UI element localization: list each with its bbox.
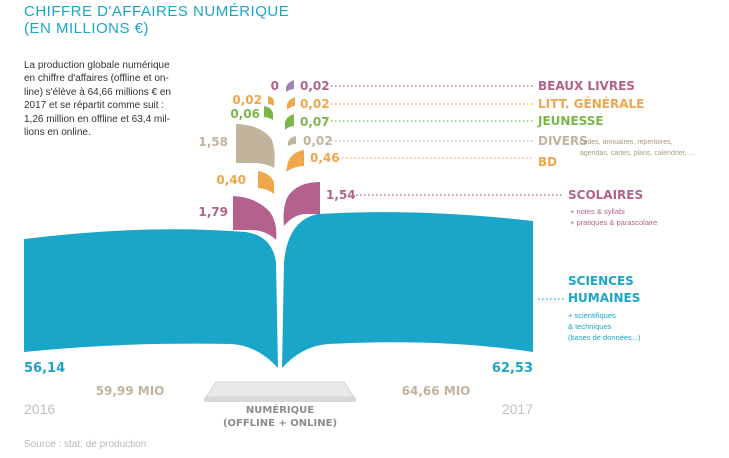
center-label: (OFFLINE + ONLINE) (223, 418, 337, 429)
category-sublabel-scolaires: + pratiques & parascolaire (570, 218, 657, 227)
bar-2017-bd (286, 150, 304, 172)
bar-2017-sciences-humaines (282, 212, 533, 368)
value-label-2016-jeunesse: 0,06 (230, 107, 260, 121)
value-label-2017-sciences-humaines: 62,53 (492, 361, 533, 376)
title-line-2: (EN MILLIONS €) (24, 20, 150, 37)
value-label-2017-scolaires: 1,54 (326, 188, 356, 202)
page-title: CHIFFRE D'AFFAIRES NUMÉRIQUE (EN MILLION… (24, 3, 289, 37)
category-sublabel-sciences-humaines: (bases de données...) (568, 333, 641, 342)
category-sublabel-sciences-humaines: + scientifiques (568, 311, 616, 320)
category-label-divers: DIVERS (538, 134, 588, 148)
intro-text: La production globale numérique en chiff… (24, 59, 194, 139)
bar-2017-jeunesse (285, 114, 294, 130)
category-label-beaux-livres: BEAUX LIVRES (538, 79, 635, 93)
intro-line: en chiffre d'affaires (offline et on- (24, 73, 169, 85)
category-sublabel-divers: codes, annuaires, repertoires, (580, 139, 673, 146)
source-note: Source : stat. de production (24, 439, 147, 450)
year-2016: 2016 (24, 401, 55, 417)
category-label-litt-generale: LITT. GÉNÉRALE (538, 96, 644, 111)
intro-line: line) s'élève à 64,66 millions € en (24, 86, 171, 98)
category-sublabel-scolaires: + notes & syllabi (570, 207, 625, 216)
value-label-2016-litt-generale: 0,02 (232, 93, 262, 107)
tablet-icon (204, 381, 356, 402)
total-2016: 59,99 MIO (96, 384, 165, 398)
bar-2016-divers (236, 124, 275, 168)
bar-2016-bd (258, 171, 274, 194)
year-2017: 2017 (502, 401, 533, 417)
value-label-2016-beaux-livres: 0 (271, 79, 279, 93)
category-label-bd: BD (538, 155, 557, 169)
value-label-2016-scolaires: 1,79 (198, 205, 228, 219)
value-label-2017-beaux-livres: 0,02 (300, 79, 330, 93)
intro-line: 1,26 million en offline et 63,4 mil- (24, 113, 171, 125)
value-label-2016-sciences-humaines: 56,14 (24, 361, 65, 376)
value-label-2016-divers: 1,58 (198, 135, 228, 149)
bar-2017-divers (288, 136, 296, 146)
value-label-2017-jeunesse: 0,07 (300, 115, 330, 129)
title-line-1: CHIFFRE D'AFFAIRES NUMÉRIQUE (24, 3, 290, 20)
bar-2017-litt-generale (287, 97, 295, 110)
category-label-sciences-humaines: SCIENCES (568, 274, 634, 288)
value-label-2017-bd: 0,46 (310, 151, 340, 165)
category-label-scolaires: SCOLAIRES (568, 188, 643, 202)
bar-2016-sciences-humaines (24, 229, 278, 368)
center-label: NUMÉRIQUE (246, 403, 314, 416)
category-sublabel-divers: agendas, cartes, plans, calendrier, ... (580, 150, 694, 157)
bar-2016-litt-generale (268, 96, 274, 106)
bar-2017-beaux-livres (286, 80, 294, 92)
bar-2016-scolaires (233, 196, 277, 240)
bar-2016-jeunesse (264, 106, 273, 120)
bar-2017-scolaires (283, 182, 320, 226)
intro-line: 2017 et se répartit comme suit : (24, 100, 165, 112)
intro-line: La production globale numérique (24, 60, 170, 71)
category-label-sciences-humaines: HUMAINES (568, 291, 640, 305)
category-label-jeunesse: JEUNESSE (537, 114, 604, 128)
category-sublabel-sciences-humaines: & techniques (568, 322, 612, 331)
intro-line: lions en online. (24, 127, 91, 139)
total-2017: 64,66 MIO (402, 384, 471, 398)
value-label-2017-divers: 0,02 (303, 134, 333, 148)
value-label-2017-litt-generale: 0,02 (300, 97, 330, 111)
value-label-2016-bd: 0,40 (216, 173, 246, 187)
